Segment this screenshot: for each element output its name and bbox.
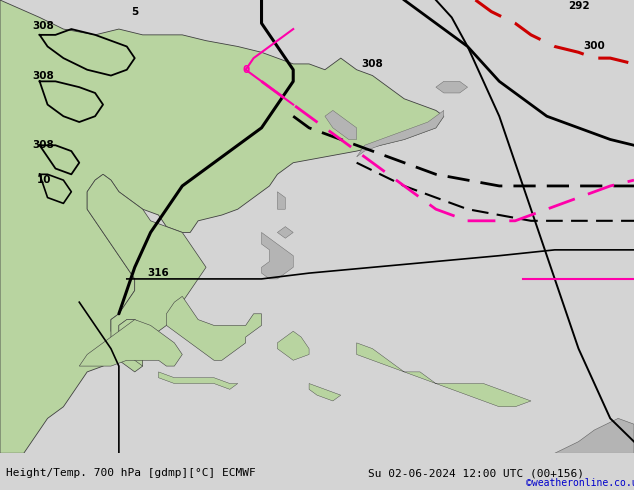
Polygon shape	[79, 319, 183, 366]
Polygon shape	[309, 384, 341, 401]
Text: Height/Temp. 700 hPa [gdmp][°C] ECMWF: Height/Temp. 700 hPa [gdmp][°C] ECMWF	[6, 468, 256, 478]
Polygon shape	[0, 0, 444, 453]
Polygon shape	[278, 226, 293, 238]
Text: 308: 308	[33, 71, 55, 80]
Text: 308: 308	[361, 59, 384, 69]
Text: Su 02-06-2024 12:00 UTC (00+156): Su 02-06-2024 12:00 UTC (00+156)	[368, 468, 584, 478]
Text: 10: 10	[36, 175, 51, 185]
Polygon shape	[356, 110, 444, 157]
Text: 5: 5	[131, 7, 138, 17]
Polygon shape	[325, 110, 356, 140]
Text: 292: 292	[567, 1, 590, 11]
Text: 0: 0	[242, 65, 249, 75]
Polygon shape	[555, 418, 634, 453]
Polygon shape	[166, 296, 261, 360]
Polygon shape	[278, 192, 285, 209]
Polygon shape	[261, 232, 293, 279]
Text: 316: 316	[148, 268, 169, 278]
Polygon shape	[356, 343, 531, 407]
Text: ©weatheronline.co.uk: ©weatheronline.co.uk	[526, 478, 634, 488]
Polygon shape	[119, 319, 143, 366]
Text: 300: 300	[583, 42, 605, 51]
Text: 308: 308	[33, 140, 55, 150]
Polygon shape	[158, 372, 238, 390]
Polygon shape	[278, 331, 309, 360]
Text: 308: 308	[33, 21, 55, 31]
Polygon shape	[436, 81, 468, 93]
Polygon shape	[87, 174, 206, 372]
